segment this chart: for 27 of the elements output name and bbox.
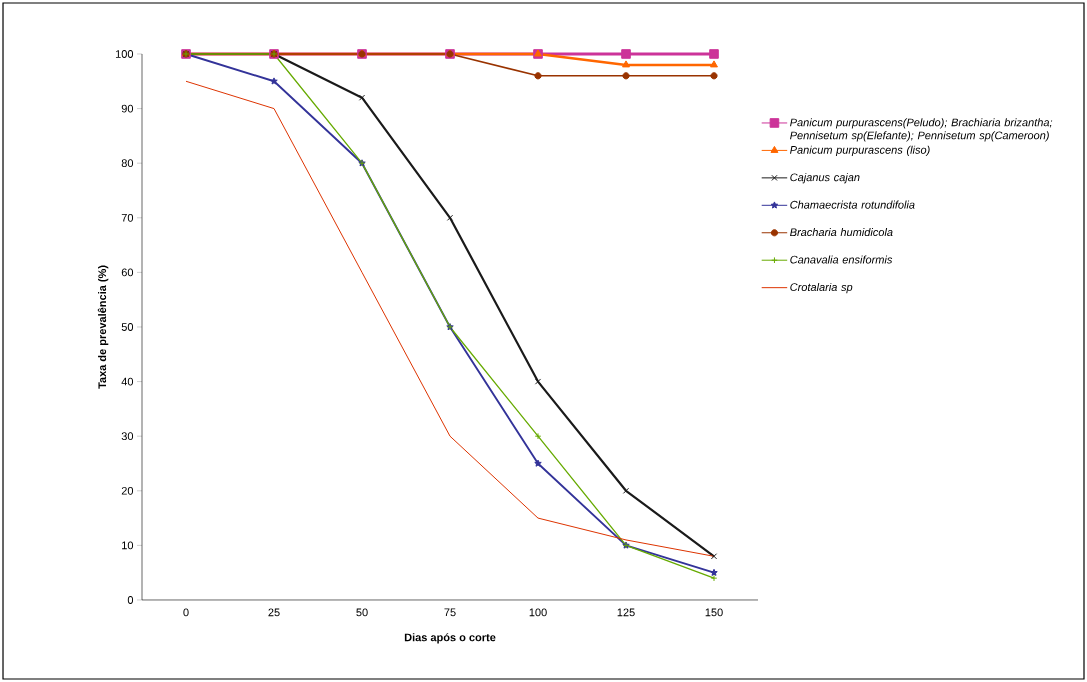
y-tick-label: 40 bbox=[121, 377, 134, 386]
y-tick-label: 20 bbox=[121, 486, 134, 495]
x-tick-label: 125 bbox=[617, 608, 635, 617]
x-tick-label: 150 bbox=[705, 608, 723, 617]
x-tick-label: 75 bbox=[444, 608, 456, 617]
x-tick-label: 50 bbox=[356, 608, 368, 617]
y-axis-title: Taxa de prevalência (%) bbox=[97, 265, 109, 389]
legend-label: Crotalaria sp bbox=[790, 282, 853, 294]
legend-label: Panicum purpurascens(Peludo); Brachiaria brizantha; Pennisetum sp(Elefante); Pennisetum sp(Cameroon) bbox=[790, 118, 1053, 142]
y-tick-label: 30 bbox=[121, 432, 134, 441]
x-tick-label: 100 bbox=[529, 608, 547, 617]
y-tick-label: 100 bbox=[115, 50, 134, 58]
legend-label: Bracharia humidicola bbox=[790, 228, 893, 237]
x-tick-label: 0 bbox=[183, 608, 189, 617]
y-tick-label: 50 bbox=[121, 323, 134, 331]
legend-label: Cajanus cajan bbox=[790, 173, 860, 184]
x-axis-title: Dias após o corte bbox=[404, 633, 496, 644]
x-tick-label: 25 bbox=[268, 608, 280, 617]
y-tick-label: 70 bbox=[121, 213, 134, 222]
y-tick-label: 0 bbox=[127, 596, 134, 604]
y-tick-label: 80 bbox=[121, 159, 134, 168]
y-tick-label: 60 bbox=[121, 268, 134, 277]
legend-label: Canavalia ensiformis bbox=[790, 255, 893, 264]
y-tick-label: 10 bbox=[122, 541, 134, 550]
y-tick-label: 90 bbox=[121, 104, 134, 113]
legend-label: Panicum purpurascens (liso) bbox=[790, 145, 930, 156]
legend-label: Chamaecrista rotundifolia bbox=[790, 200, 915, 209]
